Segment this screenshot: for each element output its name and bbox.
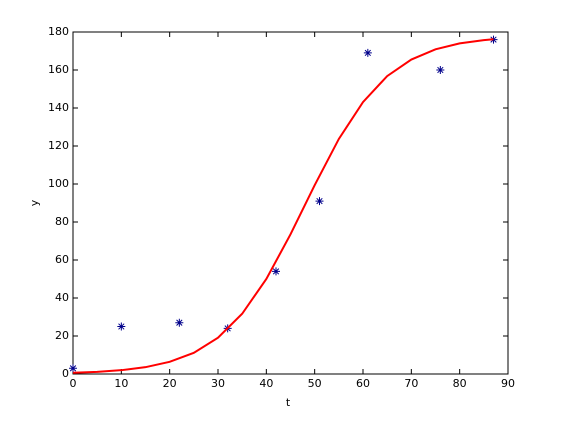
y-axis-label: y bbox=[28, 199, 41, 206]
data-point bbox=[315, 197, 324, 206]
x-tick-label: 40 bbox=[259, 377, 273, 390]
fit-line bbox=[72, 38, 494, 374]
x-tick-label: 50 bbox=[308, 377, 322, 390]
y-tick-label: 40 bbox=[55, 291, 69, 304]
y-tick-label: 180 bbox=[48, 25, 69, 38]
x-tick-label: 70 bbox=[404, 377, 418, 390]
x-tick-label: 10 bbox=[114, 377, 128, 390]
axes-box bbox=[72, 31, 509, 375]
x-tick-label: 30 bbox=[211, 377, 225, 390]
data-point bbox=[117, 322, 126, 331]
plot-area bbox=[73, 32, 508, 374]
data-point bbox=[272, 267, 280, 276]
x-tick-label: 90 bbox=[501, 377, 515, 390]
y-tick-label: 80 bbox=[55, 215, 69, 228]
data-point bbox=[436, 66, 445, 74]
y-tick-label: 120 bbox=[48, 139, 69, 152]
x-tick-label: 80 bbox=[453, 377, 467, 390]
y-tick-label: 20 bbox=[55, 329, 69, 342]
y-tick-label: 160 bbox=[48, 63, 69, 76]
x-axis-label: t bbox=[286, 396, 291, 409]
y-tick-label: 100 bbox=[48, 177, 69, 190]
y-tick-label: 0 bbox=[62, 367, 69, 380]
y-tick-label: 60 bbox=[55, 253, 69, 266]
x-tick-label: 60 bbox=[356, 377, 370, 390]
x-tick-label: 0 bbox=[70, 377, 77, 390]
x-tick-label: 20 bbox=[163, 377, 177, 390]
y-tick-label: 140 bbox=[48, 101, 69, 114]
data-point bbox=[363, 48, 372, 57]
data-point bbox=[175, 318, 184, 327]
data-point bbox=[69, 364, 77, 373]
